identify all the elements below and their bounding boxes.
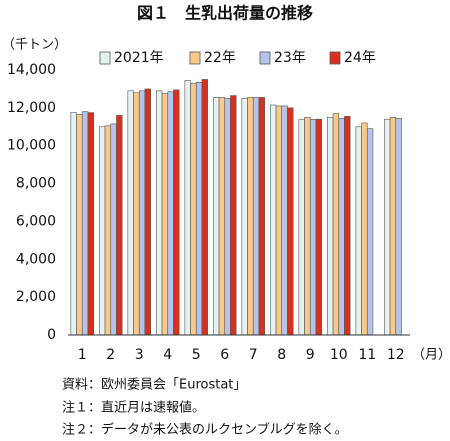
x-tick-label: 10 — [330, 347, 348, 363]
bar — [344, 116, 351, 336]
legend-label: 23年 — [274, 50, 306, 66]
legend-swatch — [329, 51, 341, 65]
bar — [252, 97, 260, 336]
bar — [138, 90, 146, 336]
bar — [270, 104, 277, 336]
bar — [70, 112, 77, 336]
legend-label: 2021年 — [114, 50, 164, 66]
bar — [247, 97, 254, 336]
x-tick-label: 12 — [387, 347, 405, 363]
bar — [327, 117, 334, 336]
bar — [81, 111, 89, 336]
note: 注１：直近月は速報値。 — [62, 400, 205, 416]
bar — [156, 90, 163, 336]
legend-label: 24年 — [344, 50, 376, 66]
bar — [332, 113, 340, 336]
y-unit: （千トン） — [2, 38, 67, 53]
bar — [201, 79, 208, 336]
bar — [87, 112, 94, 336]
y-tick-label: 2,000 — [16, 289, 56, 305]
x-tick-label: 6 — [220, 347, 229, 363]
bar — [355, 126, 362, 336]
bar — [366, 128, 374, 336]
bar — [315, 118, 322, 336]
bar — [99, 126, 106, 336]
y-tick-label: 10,000 — [7, 138, 56, 154]
bar — [389, 117, 397, 336]
bar — [184, 80, 191, 336]
bar — [76, 114, 83, 336]
y-tick-label: 4,000 — [16, 251, 56, 267]
x-unit: （月） — [412, 348, 450, 363]
bar — [275, 105, 283, 336]
bar — [167, 91, 174, 336]
note: 資料：欧州委員会「Eurostat」 — [62, 378, 246, 393]
legend-swatch — [259, 51, 271, 65]
legend-label: 22年 — [204, 50, 236, 66]
bar — [195, 82, 203, 336]
y-tick-label: 6,000 — [16, 213, 56, 229]
y-tick-label: 12,000 — [7, 100, 56, 116]
bar — [173, 89, 180, 336]
x-tick-label: 5 — [192, 347, 201, 363]
x-tick-label: 2 — [106, 347, 115, 363]
bar — [224, 98, 231, 336]
bar — [190, 82, 197, 336]
bar — [127, 90, 134, 336]
x-tick-label: 9 — [306, 347, 315, 363]
bar — [116, 115, 123, 336]
x-tick-label: 8 — [277, 347, 286, 363]
x-tick-label: 3 — [135, 347, 144, 363]
bar — [384, 118, 391, 336]
y-tick-label: 0 — [47, 327, 56, 343]
bar — [258, 97, 265, 336]
bar — [287, 107, 294, 336]
bar — [110, 123, 117, 336]
bar — [218, 97, 226, 336]
bar — [338, 117, 345, 336]
bar — [144, 88, 151, 336]
bar — [104, 125, 112, 336]
bar — [213, 97, 220, 336]
y-tick-label: 8,000 — [16, 176, 56, 192]
bar — [281, 105, 288, 336]
bar — [395, 117, 402, 336]
bar — [304, 117, 311, 336]
legend-swatch — [99, 51, 111, 65]
y-tick-label: 14,000 — [7, 62, 56, 78]
x-tick-label: 7 — [249, 347, 258, 363]
chart-title: 図１ 生乳出荷量の推移 — [137, 4, 313, 23]
x-tick-label: 1 — [78, 347, 87, 363]
bar — [309, 118, 317, 336]
x-tick-label: 11 — [358, 347, 376, 363]
bar — [361, 122, 368, 336]
bar — [161, 93, 169, 336]
bar — [230, 95, 237, 336]
bar — [133, 92, 140, 336]
note: 注２：データが未公表のルクセンブルグを除く。 — [62, 422, 348, 438]
x-tick-label: 4 — [163, 347, 172, 363]
bar — [298, 118, 305, 336]
legend-swatch — [189, 51, 201, 65]
bar — [241, 98, 248, 336]
